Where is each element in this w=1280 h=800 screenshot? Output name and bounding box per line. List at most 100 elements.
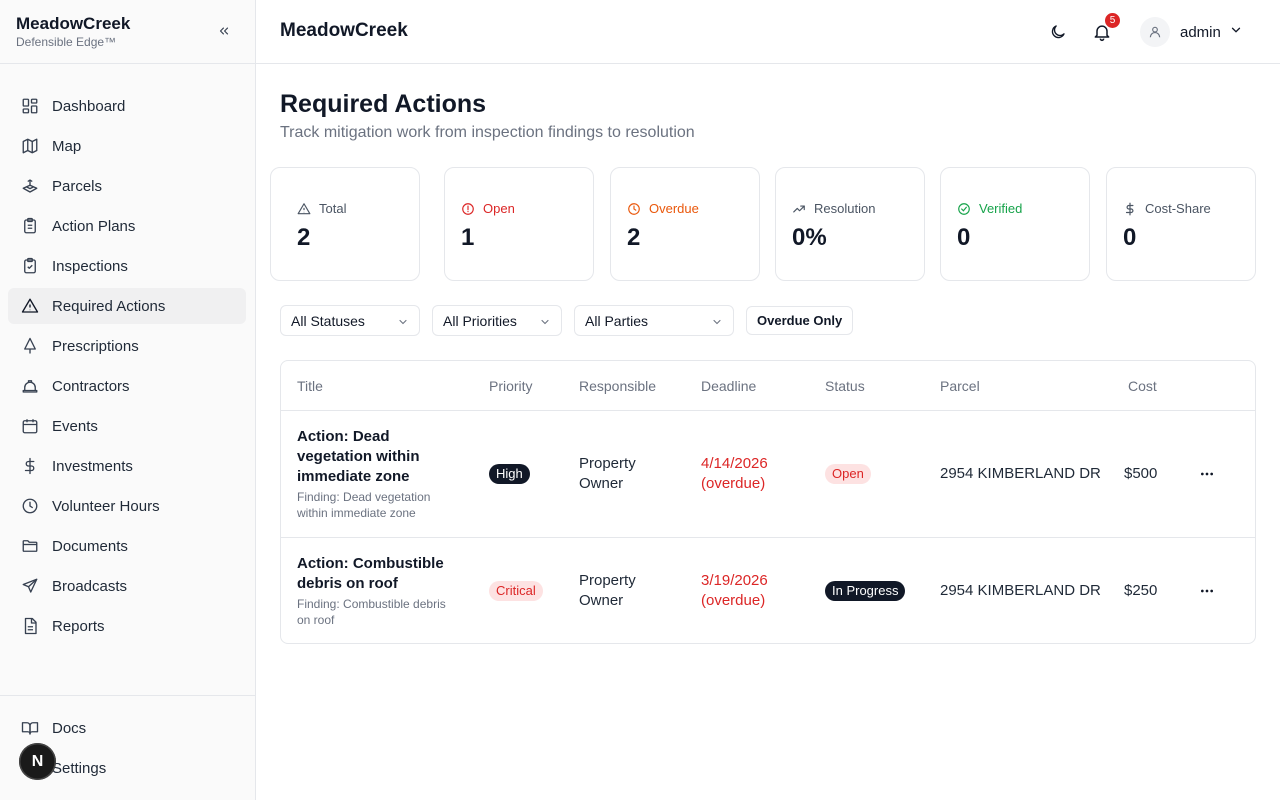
sidebar-item-label: Map xyxy=(52,137,82,155)
sidebar-item-inspections[interactable]: Inspections xyxy=(8,248,246,284)
trending-up-icon xyxy=(792,202,806,216)
main-content: Required Actions Track mitigation work f… xyxy=(270,64,1256,644)
more-actions-icon[interactable] xyxy=(1197,464,1217,484)
sidebar-item-prescriptions[interactable]: Prescriptions xyxy=(8,328,246,364)
sidebar-nav: Dashboard Map Parcels Action Plans Inspe… xyxy=(0,64,255,644)
column-header[interactable]: Deadline xyxy=(701,378,757,394)
stat-label: Overdue xyxy=(649,201,699,216)
priority-cell: High xyxy=(489,464,530,484)
status-filter-value: All Statuses xyxy=(291,312,365,329)
priority-badge: High xyxy=(489,464,530,484)
sidebar-item-label: Action Plans xyxy=(52,217,136,235)
sidebar-item-volunteer-hours[interactable]: Volunteer Hours xyxy=(8,488,246,524)
sidebar-item-label: Investments xyxy=(52,457,133,475)
sidebar-item-docs[interactable]: Docs xyxy=(8,710,246,746)
sidebar-item-broadcasts[interactable]: Broadcasts xyxy=(8,568,246,604)
overdue-only-button[interactable]: Overdue Only xyxy=(746,306,854,335)
party-filter-select[interactable]: All Parties xyxy=(574,305,734,336)
column-header[interactable]: Title xyxy=(297,378,323,394)
bell-icon[interactable] xyxy=(1091,20,1113,44)
brand: MeadowCreek Defensible Edge™ xyxy=(0,0,255,64)
sidebar-item-label: Parcels xyxy=(52,177,103,195)
table-row[interactable]: Action: Dead vegetation within immediate… xyxy=(281,411,1255,538)
column-header[interactable]: Priority xyxy=(489,378,533,394)
priority-filter-select[interactable]: All Priorities xyxy=(432,305,562,336)
stats-row: Total 2 Open 1 Overdue 2 xyxy=(270,167,1256,281)
parcels-icon xyxy=(21,177,39,195)
sidebar-item-required-actions[interactable]: Required Actions xyxy=(8,288,246,324)
check-circle-icon xyxy=(957,202,971,216)
responsible-cell: Property Owner xyxy=(579,455,636,492)
notification-count-badge: 5 xyxy=(1104,12,1121,29)
sidebar-item-label: Documents xyxy=(52,537,128,555)
hard-hat-icon xyxy=(21,377,39,395)
filters-bar: All Statuses All Priorities All Parties … xyxy=(280,305,1256,336)
dashboard-icon xyxy=(21,97,39,115)
stat-value: 0 xyxy=(1123,224,1137,251)
cost-cell: $250 xyxy=(1124,582,1158,599)
stat-card-overdue: Overdue 2 xyxy=(610,167,760,281)
page-subtitle: Track mitigation work from inspection fi… xyxy=(280,124,695,141)
deadline-cell: 4/14/2026 (overdue) xyxy=(701,455,768,492)
moon-icon[interactable] xyxy=(1048,22,1068,42)
sidebar-item-label: Docs xyxy=(52,719,87,737)
sidebar-bottom: Docs Settings N xyxy=(0,695,255,800)
column-header[interactable]: Cost xyxy=(1128,378,1157,394)
send-icon xyxy=(21,577,39,595)
sidebar-item-documents[interactable]: Documents xyxy=(8,528,246,564)
column-header[interactable]: Parcel xyxy=(940,378,980,394)
status-cell: Open xyxy=(825,464,871,484)
sidebar: MeadowCreek Defensible Edge™ Dashboard M… xyxy=(0,0,256,800)
warning-triangle-icon xyxy=(21,297,39,315)
action-title: Action: Dead vegetation within immediate… xyxy=(297,428,420,485)
status-filter-select[interactable]: All Statuses xyxy=(280,305,420,336)
sidebar-item-label: Dashboard xyxy=(52,97,126,115)
dev-tools-badge[interactable]: N xyxy=(19,743,56,780)
user-name: admin xyxy=(1180,23,1221,41)
more-actions-icon[interactable] xyxy=(1197,581,1217,601)
deadline-cell: 3/19/2026 (overdue) xyxy=(701,572,768,609)
sidebar-item-label: Broadcasts xyxy=(52,577,128,595)
stat-value: 2 xyxy=(627,224,641,251)
table-header: Title Priority Responsible Deadline Stat… xyxy=(281,361,1255,411)
sidebar-item-events[interactable]: Events xyxy=(8,408,246,444)
column-header[interactable]: Responsible xyxy=(579,378,657,394)
status-cell: In Progress xyxy=(825,581,906,601)
sidebar-item-contractors[interactable]: Contractors xyxy=(8,368,246,404)
clock-icon xyxy=(21,497,39,515)
stat-value: 1 xyxy=(461,224,475,251)
chevron-down-icon xyxy=(397,315,409,331)
sidebar-item-label: Reports xyxy=(52,617,105,635)
column-header[interactable]: Status xyxy=(825,378,865,394)
parcel-cell: 2954 KIMBERLAND DR xyxy=(940,582,1101,599)
brand-tagline: Defensible Edge™ xyxy=(16,35,117,49)
sidebar-item-map[interactable]: Map xyxy=(8,128,246,164)
stat-label: Open xyxy=(483,201,515,216)
stat-label: Total xyxy=(319,201,347,216)
sidebar-item-label: Events xyxy=(52,417,98,435)
dollar-icon xyxy=(1123,202,1137,216)
sidebar-item-label: Prescriptions xyxy=(52,337,139,355)
title-cell: Action: Combustible debris on roof Findi… xyxy=(297,554,462,628)
clipboard-icon xyxy=(21,217,39,235)
sidebar-item-parcels[interactable]: Parcels xyxy=(8,168,246,204)
sidebar-item-dashboard[interactable]: Dashboard xyxy=(8,88,246,124)
tree-icon xyxy=(21,337,39,355)
stat-card-resolution: Resolution 0% xyxy=(775,167,925,281)
parcel-cell: 2954 KIMBERLAND DR xyxy=(940,465,1101,482)
status-badge: In Progress xyxy=(825,581,906,601)
table-row[interactable]: Action: Combustible debris on roof Findi… xyxy=(281,538,1255,643)
avatar xyxy=(1140,17,1170,47)
sidebar-item-label: Settings xyxy=(52,759,107,777)
sidebar-item-investments[interactable]: Investments xyxy=(8,448,246,484)
stat-value: 0% xyxy=(792,224,827,251)
finding-text: Finding: Combustible debris on roof xyxy=(297,597,446,627)
sidebar-item-reports[interactable]: Reports xyxy=(8,608,246,644)
priority-cell: Critical xyxy=(489,581,543,601)
alert-circle-icon xyxy=(461,202,475,216)
book-icon xyxy=(21,719,39,737)
status-badge: Open xyxy=(825,464,871,484)
collapse-sidebar-icon[interactable] xyxy=(215,22,233,40)
sidebar-item-action-plans[interactable]: Action Plans xyxy=(8,208,246,244)
user-menu[interactable]: admin xyxy=(1140,17,1243,47)
